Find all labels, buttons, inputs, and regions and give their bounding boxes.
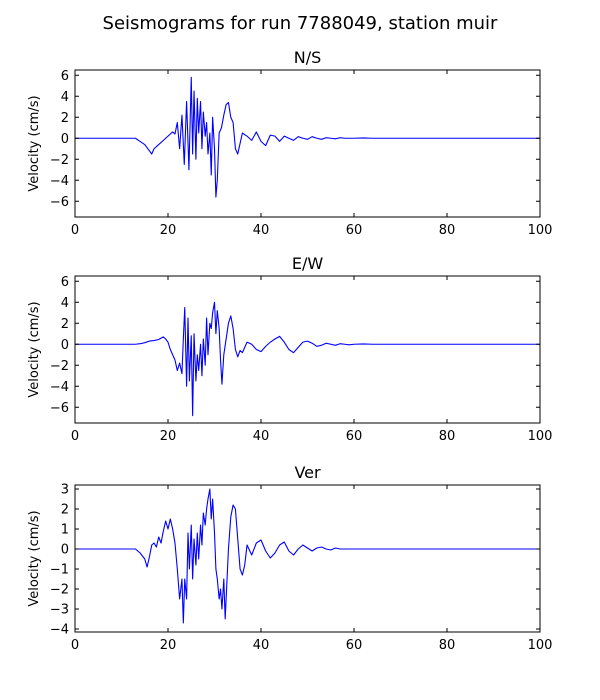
y-tick-label: −2 <box>50 583 69 598</box>
y-tick-label: 0 <box>61 132 69 147</box>
x-tick-label: 40 <box>253 638 270 653</box>
axes-frame <box>74 69 541 218</box>
seismogram-trace <box>75 488 540 624</box>
y-axis-label: Velocity (cm/s) <box>27 510 42 606</box>
x-tick-label: 80 <box>439 638 456 653</box>
y-tick-label: 4 <box>61 296 69 311</box>
y-tick-label: 6 <box>61 69 69 84</box>
panel-title: Ver <box>294 463 321 482</box>
x-tick-label: 20 <box>160 429 177 444</box>
axes-frame <box>74 275 541 424</box>
figure-title: Seismograms for run 7788049, station mui… <box>103 13 499 34</box>
panel-2: Ver Velocity (cm/s) 0 20 40 60 80 100 −4 −3 −2 −1 0 1… <box>27 463 552 653</box>
y-tick-label: 2 <box>61 111 69 126</box>
y-tick-label: 1 <box>61 523 69 538</box>
y-tick-label: −4 <box>50 623 69 638</box>
x-tick-label: 40 <box>253 223 270 238</box>
x-tick-label: 80 <box>439 429 456 444</box>
x-tick-label: 100 <box>528 638 553 653</box>
x-tick-label: 60 <box>346 638 363 653</box>
y-axis-label: Velocity (cm/s) <box>27 301 42 397</box>
x-tick-label: 0 <box>71 223 79 238</box>
y-tick-label: −6 <box>50 195 69 210</box>
y-tick-label: −4 <box>50 174 69 189</box>
x-tick-label: 100 <box>528 223 553 238</box>
y-tick-label: −2 <box>50 153 69 168</box>
y-tick-label: 0 <box>61 338 69 353</box>
panel-title: E/W <box>292 254 324 273</box>
x-tick-label: 20 <box>160 638 177 653</box>
x-tick-label: 100 <box>528 429 553 444</box>
y-axis-label: Velocity (cm/s) <box>27 95 42 191</box>
y-tick-label: −3 <box>50 603 69 618</box>
panel-1: E/W Velocity (cm/s) 0 20 40 60 80 100 −6 −4 −2 0 2 4 6 <box>27 254 552 444</box>
panel-0: N/S Velocity (cm/s) 0 20 40 60 80 100 −6 −4 −2 0 2 4 6 <box>27 48 552 238</box>
y-tick-label: 2 <box>61 317 69 332</box>
axes-frame <box>74 484 541 633</box>
x-tick-label: 80 <box>439 223 456 238</box>
y-tick-label: 2 <box>61 503 69 518</box>
y-tick-label: −4 <box>50 380 69 395</box>
y-tick-label: 3 <box>61 483 69 498</box>
x-tick-label: 40 <box>253 429 270 444</box>
x-tick-label: 20 <box>160 223 177 238</box>
y-tick-label: −6 <box>50 401 69 416</box>
panel-title: N/S <box>294 48 322 67</box>
y-tick-label: −2 <box>50 359 69 374</box>
y-tick-label: 6 <box>61 275 69 290</box>
seismogram-trace <box>75 301 540 417</box>
x-tick-label: 60 <box>346 223 363 238</box>
seismogram-trace <box>75 76 540 198</box>
y-tick-label: −1 <box>50 563 69 578</box>
y-tick-label: 4 <box>61 90 69 105</box>
x-tick-label: 0 <box>71 638 79 653</box>
y-tick-label: 0 <box>61 543 69 558</box>
x-tick-label: 0 <box>71 429 79 444</box>
x-tick-label: 60 <box>346 429 363 444</box>
